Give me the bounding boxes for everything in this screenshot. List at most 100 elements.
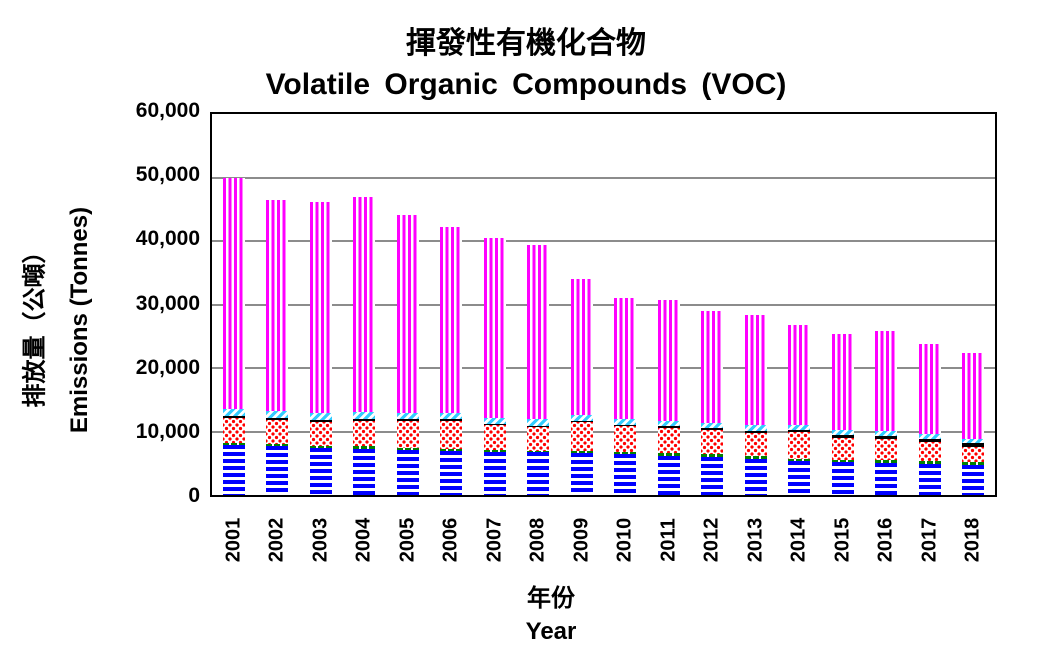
gridline <box>212 303 995 306</box>
bar-segment <box>527 419 550 426</box>
x-tick-label: 2002 <box>265 517 288 563</box>
bar-segment <box>440 227 463 413</box>
bar-segment <box>788 430 811 433</box>
x-tick-label: 2006 <box>439 517 462 563</box>
bar-2013 <box>744 315 767 495</box>
bar-segment <box>570 450 593 454</box>
bar-segment <box>918 461 941 464</box>
bar-segment <box>701 430 724 455</box>
bar-segment <box>527 244 550 420</box>
x-axis-title-chinese: 年份 <box>527 584 575 612</box>
bar-segment <box>962 443 985 448</box>
x-tick-label: 2009 <box>570 517 593 563</box>
x-tick-label: 2012 <box>700 517 723 563</box>
bar-segment <box>396 420 419 448</box>
bar-segment <box>266 420 289 445</box>
bar-segment <box>266 411 289 419</box>
bar-segment <box>483 424 506 426</box>
bar-segment <box>657 300 680 421</box>
bar-2014 <box>788 324 811 495</box>
bar-2003 <box>309 202 332 495</box>
y-axis-title: 排放量（公噸） Emissions (Tonnes) <box>0 160 100 480</box>
bar-segment <box>570 414 593 421</box>
bar-segment <box>614 424 637 427</box>
y-tick-label: 50,000 <box>135 163 200 187</box>
x-tick-label: 2004 <box>352 517 375 563</box>
bar-segment <box>788 432 811 459</box>
bar-2004 <box>353 197 376 495</box>
x-tick-label: 2010 <box>613 517 636 563</box>
bar-segment <box>440 450 463 495</box>
bar-segment <box>483 418 506 425</box>
y-tick-label: 20,000 <box>135 355 200 379</box>
bar-segment <box>701 310 724 423</box>
bar-segment <box>396 449 419 495</box>
bar-segment <box>353 197 376 413</box>
bar-segment <box>527 425 550 428</box>
bar-segment <box>831 429 854 436</box>
bar-segment <box>266 444 289 447</box>
x-tick-label: 2003 <box>309 517 332 563</box>
bar-segment <box>614 418 637 425</box>
bar-segment <box>701 422 724 429</box>
gridline <box>212 367 995 369</box>
bar-segment <box>875 436 898 439</box>
bar-segment <box>875 460 898 463</box>
bar-segment <box>483 451 506 495</box>
bar-segment <box>962 461 985 465</box>
bar-segment <box>701 428 724 431</box>
bar-segment <box>396 418 419 421</box>
x-tick-label: 2014 <box>787 517 810 563</box>
bar-segment <box>614 452 637 455</box>
bar-segment <box>527 452 550 495</box>
bar-2016 <box>875 330 898 495</box>
bar-segment <box>875 430 898 437</box>
chart-title-english: Volatile Organic Compounds (VOC) <box>265 68 787 101</box>
y-axis-title-chinese: 排放量（公噸） <box>20 239 49 408</box>
bar-2006 <box>440 227 463 495</box>
gridline <box>212 240 995 242</box>
bar-2010 <box>614 298 637 495</box>
bar-segment <box>266 418 289 421</box>
bar-segment <box>222 442 245 445</box>
bar-segment <box>309 447 332 495</box>
bar-segment <box>831 435 854 439</box>
bar-segment <box>570 279 593 415</box>
bar-segment <box>396 412 419 419</box>
bar-segment <box>918 343 941 435</box>
x-tick-label: 2015 <box>831 517 854 563</box>
bar-segment <box>527 427 550 451</box>
y-tick-label: 40,000 <box>135 227 200 251</box>
bar-segment <box>570 422 593 451</box>
bar-segment <box>918 442 941 462</box>
bar-segment <box>788 461 811 495</box>
bar-segment <box>831 462 854 495</box>
bar-segment <box>657 426 680 429</box>
x-tick-label: 2011 <box>657 518 680 562</box>
bar-segment <box>440 448 463 451</box>
bar-segment <box>222 417 245 443</box>
bar-segment <box>353 418 376 422</box>
bar-segment <box>309 202 332 414</box>
bar-2018 <box>962 353 985 495</box>
bar-segment <box>831 438 854 460</box>
bar-segment <box>744 433 767 457</box>
bar-2005 <box>396 215 419 495</box>
bar-segment <box>657 453 680 456</box>
x-tick-label: 2008 <box>526 517 549 563</box>
bar-2012 <box>701 310 724 495</box>
bar-segment <box>483 237 506 419</box>
bar-segment <box>875 462 898 495</box>
bar-2017 <box>918 343 941 495</box>
bar-segment <box>353 412 376 419</box>
bar-segment <box>918 439 941 443</box>
y-tick-label: 30,000 <box>135 291 200 315</box>
bar-segment <box>222 409 245 416</box>
bar-2002 <box>266 200 289 495</box>
bar-segment <box>962 447 985 462</box>
x-tick-label: 2018 <box>961 517 984 563</box>
y-tick-label: 60,000 <box>135 99 200 122</box>
bar-segment <box>309 445 332 448</box>
bar-segment <box>788 424 811 431</box>
x-tick-label: 2005 <box>396 517 419 563</box>
